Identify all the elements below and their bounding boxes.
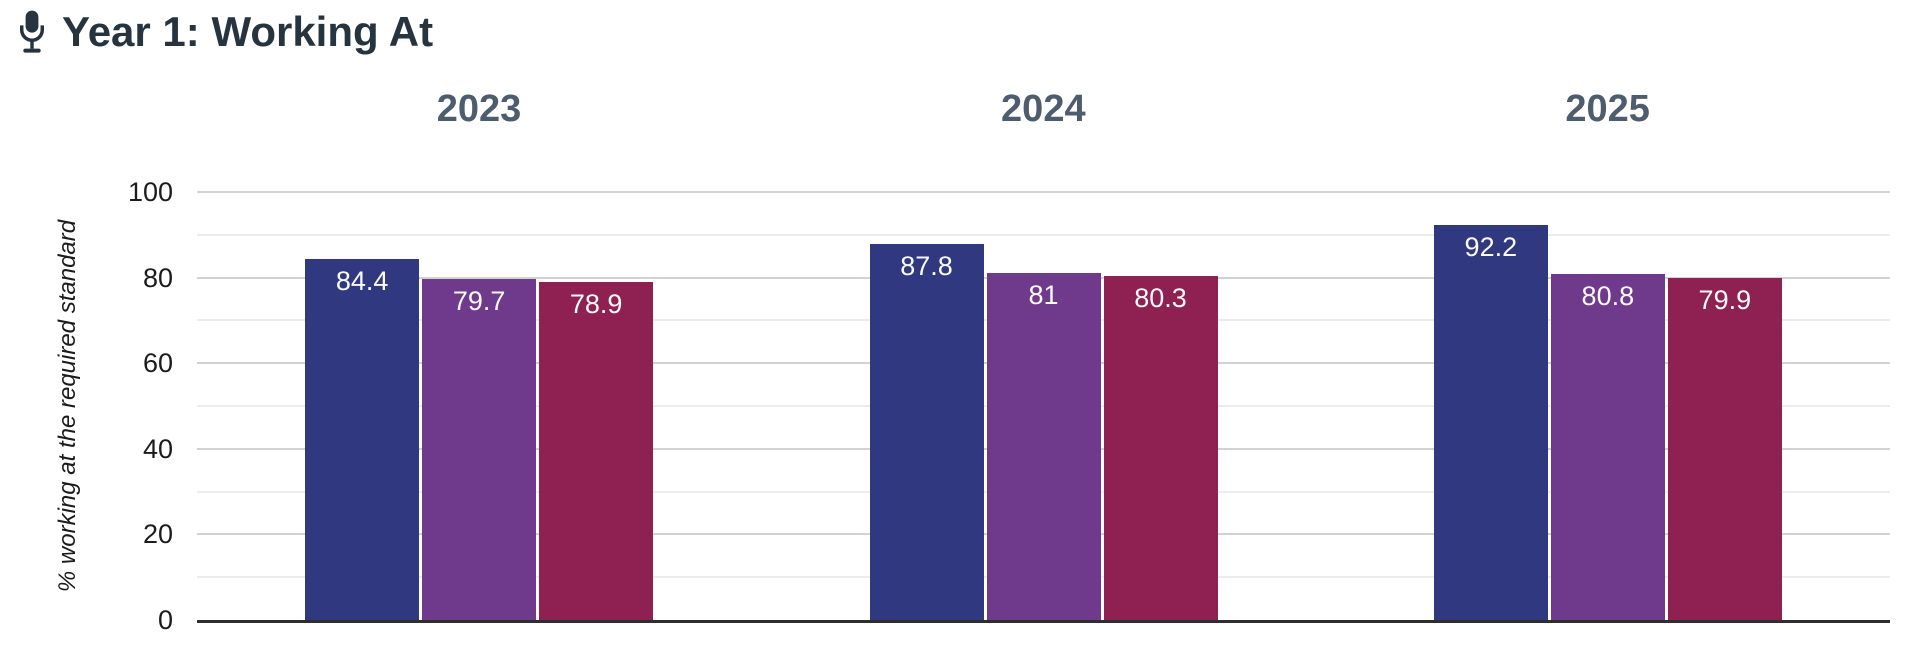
mic-capsule [25,10,39,33]
bar-group-2023: 84.4 79.7 78.9 [305,192,654,620]
chart-title-row: Year 1: Working At [16,6,433,58]
bar-group-2025: 92.2 80.8 79.9 [1433,192,1782,620]
bar-2024-series-crimson: 80.3 [1103,276,1218,620]
bar-value-label-2023-series-crimson: 78.9 [569,289,623,320]
y-tick-label-60: 60 [142,348,173,379]
bar-2025-series-navy: 92.2 [1433,225,1548,620]
microphone-icon [16,7,48,57]
y-tick-label-80: 80 [142,262,173,293]
y-tick-label-20: 20 [142,519,173,550]
bar-value-label-2024-series-crimson: 80.3 [1134,283,1187,314]
plot-area: 84.4 79.7 78.9 87.8 81 80.3 92.2 80.8 79.9 [197,191,1890,623]
bar-value-label-2024-series-purple: 81 [1028,280,1059,311]
bar-value-label-2024-series-navy: 87.8 [900,251,953,282]
category-header-2025: 2025 [1565,88,1650,130]
mic-cradle [20,25,44,42]
bar-2023-series-navy: 84.4 [305,258,420,620]
bar-2025-series-crimson: 79.9 [1667,278,1782,620]
bar-value-label-2023-series-purple: 79.7 [452,285,506,316]
y-tick-label-40: 40 [142,433,173,464]
bar-2025-series-purple: 80.8 [1550,274,1665,620]
bar-group-2024: 87.8 81 80.3 [869,192,1218,620]
category-header-2024: 2024 [1001,88,1086,130]
y-tick-label-100: 100 [127,177,173,207]
bar-2024-series-navy: 87.8 [869,244,984,620]
chart-title: Year 1: Working At [62,8,434,55]
bar-value-label-2025-series-purple: 80.8 [1581,281,1635,312]
gridline-90 [197,233,1890,236]
bar-2024-series-purple: 81 [986,273,1101,620]
mic-stem [30,41,34,49]
y-tick-label-0: 0 [157,605,173,635]
bar-value-label-2023-series-navy: 84.4 [335,265,389,296]
bar-value-label-2025-series-crimson: 79.9 [1698,285,1752,316]
bar-2023-series-purple: 79.7 [422,278,537,620]
category-header-2023: 2023 [436,88,522,130]
gridline-100 [197,191,1890,193]
bar-value-label-2025-series-navy: 92.2 [1464,232,1518,263]
mic-base [23,48,41,53]
bar-2023-series-crimson: 78.9 [539,282,654,620]
